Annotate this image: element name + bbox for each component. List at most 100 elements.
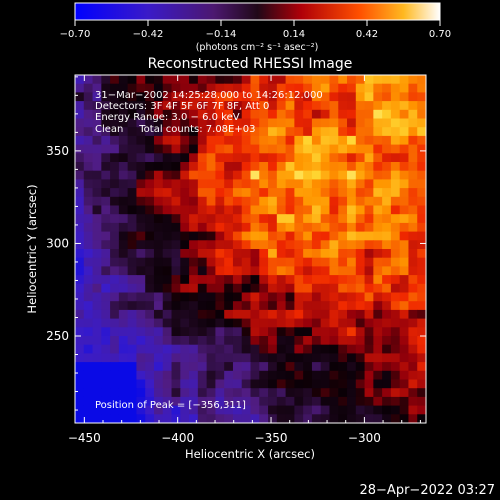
heatmap-cell — [338, 353, 348, 363]
heatmap-cell — [127, 240, 138, 250]
heatmap-cell — [338, 135, 348, 146]
heatmap-cell — [171, 249, 181, 259]
heatmap-cell — [294, 266, 304, 276]
heatmap-cell — [232, 362, 243, 372]
heatmap-cell — [110, 231, 120, 241]
heatmap-cell — [153, 318, 164, 328]
heatmap-cell — [206, 396, 217, 407]
heatmap-cell — [303, 75, 313, 85]
heatmap-cell — [189, 388, 199, 398]
heatmap-cell — [153, 275, 164, 285]
heatmap-cell — [75, 388, 85, 398]
heatmap-cell — [189, 75, 199, 85]
heatmap-cell — [162, 275, 173, 285]
heatmap-cell — [355, 353, 366, 363]
heatmap-cell — [118, 109, 129, 120]
heatmap-cell — [399, 249, 410, 259]
heatmap-cell — [83, 118, 94, 128]
heatmap-cell — [189, 144, 199, 154]
heatmap-cell — [197, 301, 208, 311]
heatmap-cell — [110, 388, 120, 398]
heatmap-cell — [136, 231, 146, 241]
heatmap-cell — [127, 249, 138, 259]
heatmap-cell — [250, 214, 260, 224]
heatmap-cell — [303, 231, 313, 241]
heatmap-cell — [347, 344, 357, 354]
heatmap-cell — [136, 353, 146, 363]
heatmap-cell — [162, 249, 173, 259]
heatmap-cell — [311, 275, 322, 285]
heatmap-cell — [320, 127, 331, 137]
heatmap-cell — [408, 188, 418, 198]
heatmap-cell — [417, 127, 426, 137]
heatmap-cell — [215, 83, 225, 93]
heatmap-cell — [110, 127, 120, 137]
heatmap-cell — [241, 344, 252, 354]
heatmap-cell — [180, 240, 190, 250]
heatmap-cell — [399, 196, 410, 207]
heatmap-cell — [408, 75, 418, 85]
heatmap-cell — [75, 353, 85, 363]
heatmap-cell — [75, 196, 85, 207]
heatmap-cell — [215, 240, 225, 250]
heatmap-cell — [101, 336, 111, 346]
heatmap-cell — [110, 170, 120, 180]
heatmap-cell — [136, 179, 146, 189]
heatmap-cell — [294, 292, 304, 302]
heatmap-cell — [347, 118, 357, 128]
heatmap-cell — [320, 344, 331, 354]
heatmap-cell — [390, 135, 401, 146]
heatmap-cell — [355, 162, 366, 172]
heatmap-cell — [92, 309, 102, 320]
heatmap-cell — [101, 188, 111, 198]
heatmap-cell — [224, 283, 234, 294]
heatmap-cell — [171, 188, 181, 198]
heatmap-cell — [355, 414, 366, 423]
heatmap-cell — [390, 327, 401, 337]
heatmap-cell — [171, 83, 181, 93]
heatmap-cell — [259, 179, 269, 189]
heatmap-cell — [338, 75, 348, 85]
heatmap-cell — [206, 135, 217, 146]
heatmap-cell — [162, 135, 173, 146]
heatmap-cell — [294, 283, 304, 294]
heatmap-cell — [127, 75, 138, 85]
heatmap-cell — [101, 379, 111, 389]
heatmap-cell — [285, 249, 295, 259]
heatmap-cell — [268, 249, 278, 259]
heatmap-cell — [276, 144, 287, 154]
heatmap-cell — [224, 144, 234, 154]
heatmap-cell — [268, 275, 278, 285]
heatmap-cell — [329, 309, 339, 320]
heatmap-cell — [408, 179, 418, 189]
heatmap-cell — [399, 162, 410, 172]
heatmap-cell — [75, 179, 85, 189]
heatmap-cell — [382, 127, 392, 137]
heatmap-cell — [118, 301, 129, 311]
heatmap-cell — [355, 170, 366, 180]
heatmap-cell — [241, 275, 252, 285]
heatmap-cell — [127, 127, 138, 137]
heatmap-cell — [92, 405, 102, 415]
heatmap-cell — [329, 83, 339, 93]
heatmap-cell — [373, 405, 383, 415]
heatmap-cell — [311, 414, 322, 423]
heatmap-cell — [268, 135, 278, 146]
heatmap-cell — [373, 101, 383, 111]
heatmap-cell — [250, 309, 260, 320]
heatmap-cell — [285, 240, 295, 250]
heatmap-cell — [171, 92, 181, 102]
heatmap-cell — [136, 92, 146, 102]
heatmap-cell — [127, 222, 138, 233]
heatmap-cell — [329, 214, 339, 224]
heatmap-cell — [127, 153, 138, 163]
heatmap-cell — [75, 240, 85, 250]
heatmap-cell — [171, 379, 181, 389]
heatmap-cell — [110, 309, 120, 320]
heatmap-cell — [171, 153, 181, 163]
heatmap-cell — [390, 196, 401, 207]
heatmap-cell — [399, 370, 410, 381]
heatmap-cell — [118, 379, 129, 389]
heatmap-cell — [303, 405, 313, 415]
heatmap-cell — [92, 205, 102, 215]
